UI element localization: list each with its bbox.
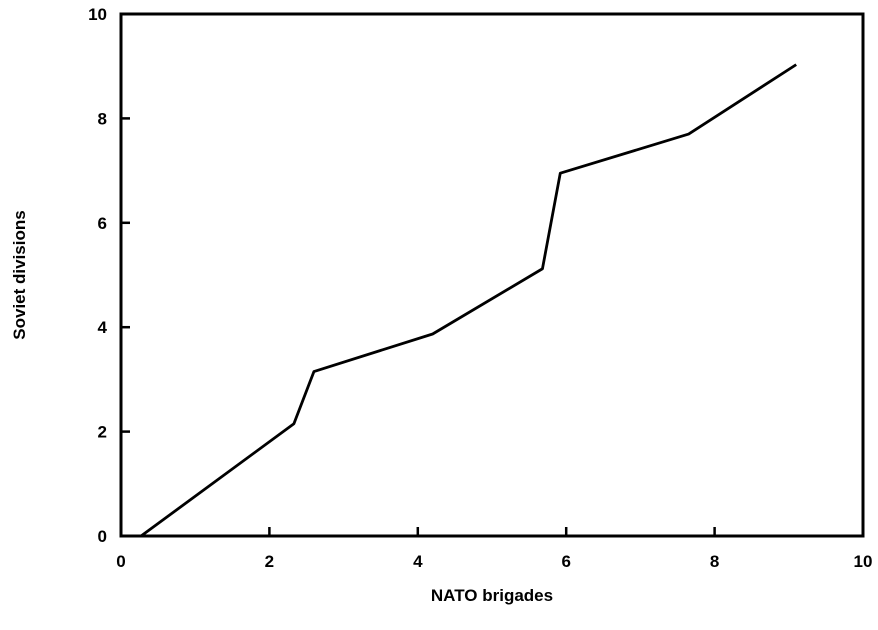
x-tick-label: 4 xyxy=(413,552,423,571)
y-tick-label: 10 xyxy=(88,5,107,24)
y-tick-label: 0 xyxy=(98,527,107,546)
y-tick-label: 4 xyxy=(98,318,108,337)
plot-frame xyxy=(119,12,865,538)
series-lines xyxy=(140,63,797,538)
y-tick-label: 8 xyxy=(98,109,107,128)
x-tick-label: 8 xyxy=(710,552,719,571)
x-tick-label: 0 xyxy=(116,552,125,571)
series-line xyxy=(140,63,797,538)
x-tick-label: 6 xyxy=(561,552,570,571)
x-tick-label: 10 xyxy=(854,552,873,571)
y-tick-label: 6 xyxy=(98,214,107,233)
y-ticks: 0 2 4 6 8 10 xyxy=(88,5,130,546)
x-axis-label: NATO brigades xyxy=(431,586,553,605)
y-tick-label: 2 xyxy=(98,423,107,442)
y-axis-label: Soviet divisions xyxy=(10,210,29,339)
x-ticks: 0 2 4 6 8 10 xyxy=(116,527,872,571)
x-tick-label: 2 xyxy=(265,552,274,571)
